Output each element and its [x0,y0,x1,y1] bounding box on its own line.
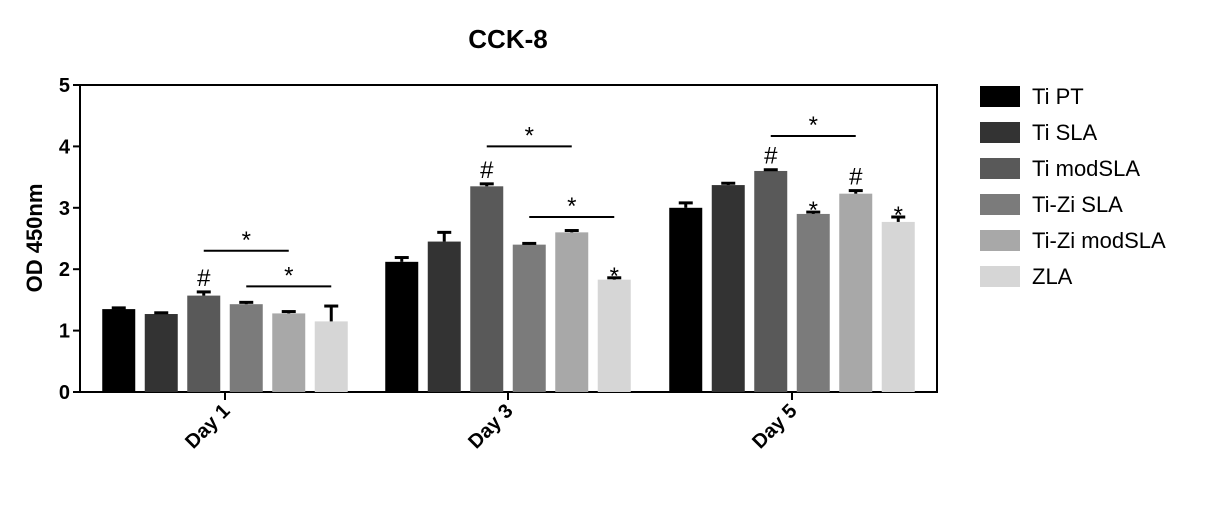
x-axis: Day 1 Day 3 Day 5 [181,392,802,453]
bar [187,295,221,392]
bar [272,313,306,392]
y-tick-label: 4 [59,136,71,158]
y-tick-label: 0 [59,382,70,404]
bar [385,261,419,392]
x-tick-label: Day 1 [181,400,234,453]
bar [711,185,745,392]
hash-mark: # [197,265,211,292]
x-tick-label: Day 3 [464,400,517,453]
legend-label: Ti-Zi SLA [1032,192,1123,217]
bar [427,241,461,392]
legend-swatch [980,266,1020,287]
bar [229,304,263,392]
bar [555,232,589,392]
bar [512,244,546,392]
x-tick-label: Day 5 [748,400,801,453]
y-tick-label: 5 [59,75,70,97]
bar [796,213,830,392]
legend-swatch [980,86,1020,107]
bar [314,321,348,392]
legend-label: Ti-Zi modSLA [1032,228,1166,253]
significance-star: * [610,263,619,290]
y-axis-label: OD 450nm [22,184,47,293]
significance-star: * [809,197,818,224]
legend-label: Ti PT [1032,84,1084,109]
legend-swatch [980,122,1020,143]
significance-star: * [525,122,534,149]
significance-star: * [894,202,903,229]
significance-star: * [567,193,576,220]
bar [470,186,504,392]
hash-mark: # [849,164,863,191]
bar [144,314,178,392]
significance-star: * [284,262,293,289]
hash-mark: # [480,157,494,184]
annotations: # # # # * * * * * * * * [197,112,903,292]
y-tick-label: 3 [59,198,70,220]
significance-star: * [242,227,251,254]
legend-label: Ti modSLA [1032,156,1140,181]
bar [881,221,915,392]
legend-label: Ti SLA [1032,120,1098,145]
y-tick-label: 2 [59,259,70,281]
legend-swatch [980,158,1020,179]
y-tick-label: 1 [59,321,70,343]
bar [669,207,703,392]
y-axis: 0 1 2 3 4 5 [59,75,80,404]
significance-star: * [809,112,818,139]
legend-swatch [980,230,1020,251]
bar [839,193,873,392]
chart-title: CCK-8 [468,24,547,54]
hash-mark: # [764,143,778,170]
bar [597,279,631,392]
legend-label: ZLA [1032,264,1073,289]
legend: Ti PT Ti SLA Ti modSLA Ti-Zi SLA Ti-Zi modSL… [980,84,1166,289]
bar [102,309,136,392]
bars [102,168,915,392]
bar [754,170,788,392]
legend-swatch [980,194,1020,215]
